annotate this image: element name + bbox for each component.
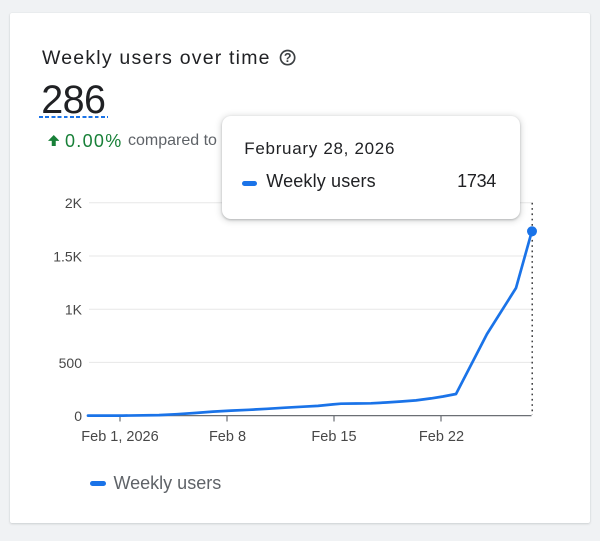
svg-text:?: ? [284, 51, 292, 65]
svg-text:2K: 2K [65, 195, 83, 211]
svg-text:Feb 8: Feb 8 [209, 429, 246, 445]
svg-text:0: 0 [74, 408, 82, 424]
svg-text:Feb 1, 2026: Feb 1, 2026 [81, 429, 158, 445]
svg-text:Feb 15: Feb 15 [311, 429, 356, 445]
svg-text:1K: 1K [65, 302, 83, 318]
svg-text:500: 500 [59, 355, 83, 371]
svg-text:1.5K: 1.5K [53, 248, 82, 264]
svg-text:Feb 22: Feb 22 [419, 429, 464, 445]
